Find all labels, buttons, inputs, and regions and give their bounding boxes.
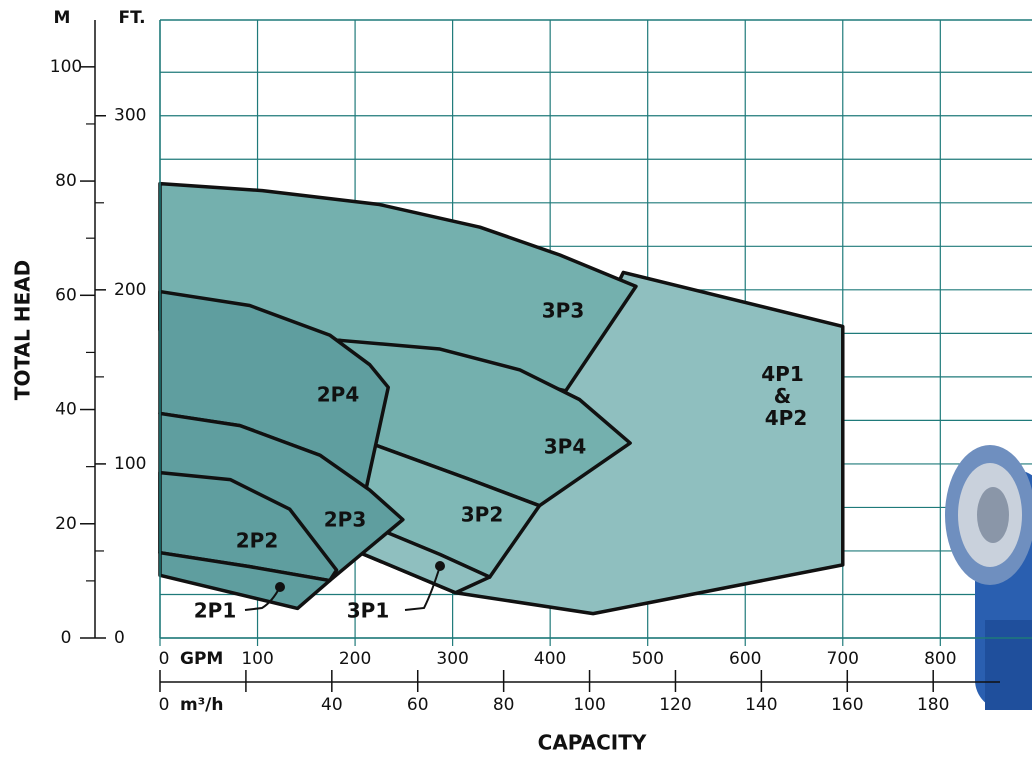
y2-tick-label: 0 <box>114 628 125 648</box>
x2-tick-label: 60 <box>407 695 429 715</box>
x2-unit: m³/h <box>180 695 223 715</box>
x2-tick-label: 100 <box>573 695 605 715</box>
x2-tick-label: 140 <box>745 695 777 715</box>
x-tick-label: 200 <box>339 649 371 669</box>
x-tick-label: 0 <box>159 649 170 669</box>
x-tick-label: 400 <box>534 649 566 669</box>
y-axis-label: TOTAL HEAD <box>11 260 35 400</box>
x2-tick-label: 180 <box>917 695 949 715</box>
y-tick-label: 20 <box>55 514 77 534</box>
y-tick-label: 40 <box>55 400 77 420</box>
region-label: 3P4 <box>544 435 587 459</box>
region-label: 3P3 <box>542 299 585 323</box>
y-tick-label: 100 <box>50 57 82 77</box>
x-axis-label: CAPACITY <box>538 731 647 755</box>
pump-base <box>985 620 1032 710</box>
x-tick-label: 800 <box>924 649 956 669</box>
regions <box>158 181 845 616</box>
x-tick-label: 700 <box>827 649 859 669</box>
region-label: 2P1 <box>194 599 237 623</box>
x2-tick-label: 80 <box>493 695 515 715</box>
leader-line <box>404 565 441 611</box>
leader-dot <box>275 582 285 592</box>
y-unit: M <box>54 8 71 28</box>
x2-tick-label: 40 <box>321 695 343 715</box>
region-label: 4P1 & 4P2 <box>761 362 810 430</box>
x2-tick-label: 160 <box>831 695 863 715</box>
pump-bore <box>977 487 1009 543</box>
region-label: 3P1 <box>347 599 390 623</box>
x2-tick-label: 120 <box>659 695 691 715</box>
region-label: 3P2 <box>461 503 504 527</box>
y2-tick-label: 200 <box>114 280 146 300</box>
pump-image <box>945 445 1032 710</box>
region-label: 2P2 <box>236 529 279 553</box>
x-tick-label: 600 <box>729 649 761 669</box>
leader-dot <box>435 561 445 571</box>
y2-tick-label: 300 <box>114 106 146 126</box>
x-unit: GPM <box>180 649 223 669</box>
region-labels: 4P1 & 4P2 3P3 3P4 3P2 3P1 2P4 2P3 2P2 2P1 <box>194 299 811 623</box>
x2-tick-label: 0 <box>159 695 170 715</box>
y-tick-label: 80 <box>55 171 77 191</box>
x-tick-label: 500 <box>631 649 663 669</box>
y-tick-label: 60 <box>55 285 77 305</box>
y-tick-label: 0 <box>61 628 72 648</box>
y2-tick-label: 100 <box>114 454 146 474</box>
region-label: 2P4 <box>317 383 360 407</box>
region-label: 2P3 <box>324 508 367 532</box>
x-tick-label: 100 <box>241 649 273 669</box>
y2-unit: FT. <box>118 8 145 28</box>
x-tick-label: 300 <box>436 649 468 669</box>
